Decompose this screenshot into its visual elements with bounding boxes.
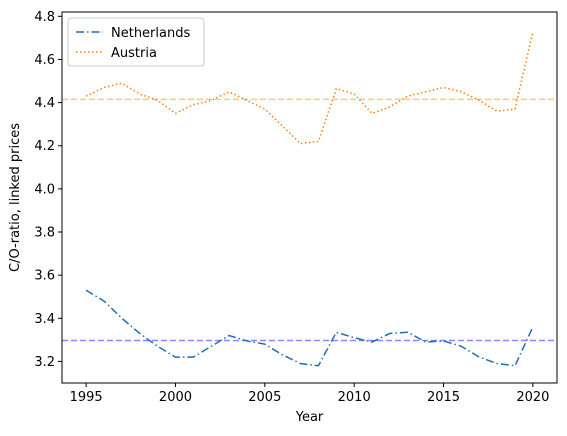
- legend: Netherlands Austria: [67, 17, 205, 67]
- y-tick-label: 4.2: [34, 139, 55, 154]
- x-tick-label: 2010: [338, 390, 371, 405]
- legend-box: [67, 17, 205, 67]
- x-tick-label: 2000: [159, 390, 192, 405]
- y-tick-label: 3.2: [34, 355, 55, 370]
- legend-label-austria: Austria: [111, 46, 157, 61]
- y-tick-label: 4.0: [34, 182, 55, 197]
- x-tick-label: 2015: [427, 390, 460, 405]
- x-ticks: 1995 2000 2005 2010 2015 2020: [70, 383, 549, 405]
- series-line-netherlands: [85, 289, 534, 367]
- y-axis-label: C/O-ratio, linked prices: [8, 123, 23, 272]
- series-line-austria: [85, 31, 534, 145]
- y-tick-label: 3.6: [34, 269, 55, 284]
- y-tick-label: 3.4: [34, 312, 55, 327]
- y-tick-label: 4.4: [34, 96, 55, 111]
- y-tick-label: 4.6: [34, 53, 55, 68]
- x-tick-label: 2020: [516, 390, 549, 405]
- y-tick-label: 3.8: [34, 226, 55, 241]
- reference-lines: [62, 98, 557, 342]
- legend-label-netherlands: Netherlands: [111, 26, 190, 41]
- y-tick-label: 4.8: [34, 10, 55, 25]
- x-tick-label: 2005: [248, 390, 281, 405]
- x-tick-label: 1995: [70, 390, 103, 405]
- series-lines: [85, 31, 534, 367]
- y-ticks: 3.2 3.4 3.6 3.8 4.0 4.2 4.4 4.6 4.8: [34, 10, 62, 370]
- plot-frame: [61, 11, 558, 384]
- x-axis-label: Year: [295, 410, 324, 425]
